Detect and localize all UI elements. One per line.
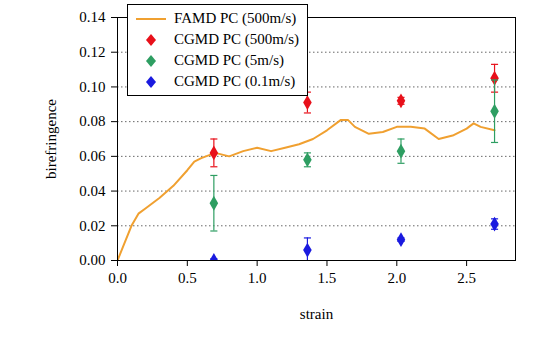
svg-text:birefringence: birefringence bbox=[43, 99, 59, 179]
svg-text:0.02: 0.02 bbox=[79, 218, 105, 234]
svg-text:0.14: 0.14 bbox=[79, 9, 106, 25]
svg-text:2.5: 2.5 bbox=[457, 270, 476, 286]
svg-text:0.00: 0.00 bbox=[79, 252, 105, 268]
svg-text:1.5: 1.5 bbox=[318, 270, 337, 286]
svg-text:0.0: 0.0 bbox=[108, 270, 127, 286]
svg-text:0.04: 0.04 bbox=[79, 183, 106, 199]
svg-text:0.5: 0.5 bbox=[178, 270, 197, 286]
svg-text:1.0: 1.0 bbox=[248, 270, 267, 286]
svg-text:0.08: 0.08 bbox=[79, 113, 105, 129]
html-text:CGMD PC (0.1m/s): CGMD PC (0.1m/s) bbox=[174, 73, 296, 89]
html-text:FAMD PC (500m/s): FAMD PC (500m/s) bbox=[174, 10, 297, 26]
svg-text:strain: strain bbox=[300, 306, 334, 322]
svg-text:2.0: 2.0 bbox=[387, 270, 406, 286]
html-text:CGMD PC (5m/s): CGMD PC (5m/s) bbox=[174, 52, 284, 68]
svg-text:0.10: 0.10 bbox=[79, 79, 105, 95]
html-text:CGMD PC (500m/s): CGMD PC (500m/s) bbox=[174, 31, 299, 47]
svg-text:0.12: 0.12 bbox=[79, 44, 105, 60]
svg-text:0.06: 0.06 bbox=[79, 148, 106, 164]
